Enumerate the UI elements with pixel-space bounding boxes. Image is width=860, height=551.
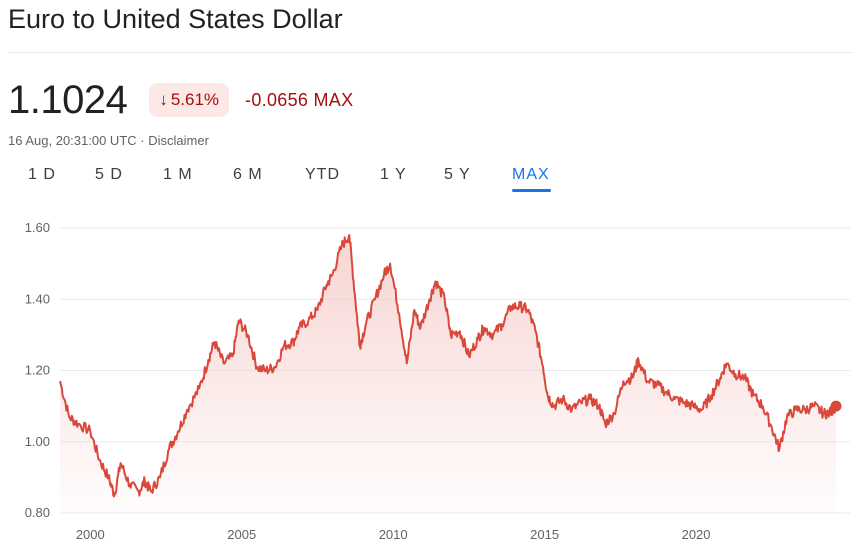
price-line (59, 234, 837, 498)
x-axis-ticks: 2000 2005 2010 2015 2020 (76, 527, 711, 542)
tab-1m[interactable]: 1 M (163, 166, 193, 183)
x-tick-label: 2005 (227, 527, 256, 542)
timestamp: 16 Aug, 20:31:00 UTC (8, 133, 137, 148)
timestamp-line: 16 Aug, 20:31:00 UTC · Disclaimer (8, 133, 209, 148)
active-tab-indicator (512, 189, 551, 192)
arrow-down-icon: ↓ (159, 90, 168, 109)
current-value-marker (830, 400, 842, 412)
tab-max[interactable]: MAX (512, 166, 550, 183)
y-tick-label: 1.00 (25, 434, 50, 449)
y-tick-label: 1.60 (25, 220, 50, 235)
price-area-fill (60, 235, 836, 513)
tab-1y[interactable]: 1 Y (380, 166, 407, 183)
y-tick-label: 1.40 (25, 291, 50, 306)
tab-1d[interactable]: 1 D (28, 166, 56, 183)
meta-separator: · (140, 133, 145, 148)
y-tick-label: 1.20 (25, 363, 50, 378)
change-percent-badge: ↓ 5.61% (149, 83, 230, 117)
tab-6m[interactable]: 6 M (233, 166, 263, 183)
x-tick-label: 2000 (76, 527, 105, 542)
x-tick-label: 2015 (530, 527, 559, 542)
current-price: 1.1024 (8, 77, 128, 122)
x-tick-label: 2020 (682, 527, 711, 542)
x-tick-label: 2010 (379, 527, 408, 542)
y-tick-label: 0.80 (25, 505, 50, 520)
range-tabs: 1 D 5 D 1 M 6 M YTD 1 Y 5 Y MAX (0, 166, 600, 196)
tab-ytd[interactable]: YTD (305, 166, 340, 183)
disclaimer-link[interactable]: Disclaimer (148, 133, 209, 148)
change-percent: 5.61% (170, 90, 220, 109)
header-divider (8, 52, 852, 53)
tab-5y[interactable]: 5 Y (444, 166, 471, 183)
y-axis-ticks: 1.60 1.40 1.20 1.00 0.80 (25, 220, 50, 520)
page-title: Euro to United States Dollar (8, 4, 343, 34)
price-chart: 1.60 1.40 1.20 1.00 0.80 2000 2005 2010 2015 202… (25, 220, 850, 542)
tab-5d[interactable]: 5 D (95, 166, 123, 183)
change-absolute: -0.0656 MAX (245, 89, 354, 110)
price-row: 1.1024 ↓ 5.61% -0.0656 MAX (8, 78, 353, 122)
